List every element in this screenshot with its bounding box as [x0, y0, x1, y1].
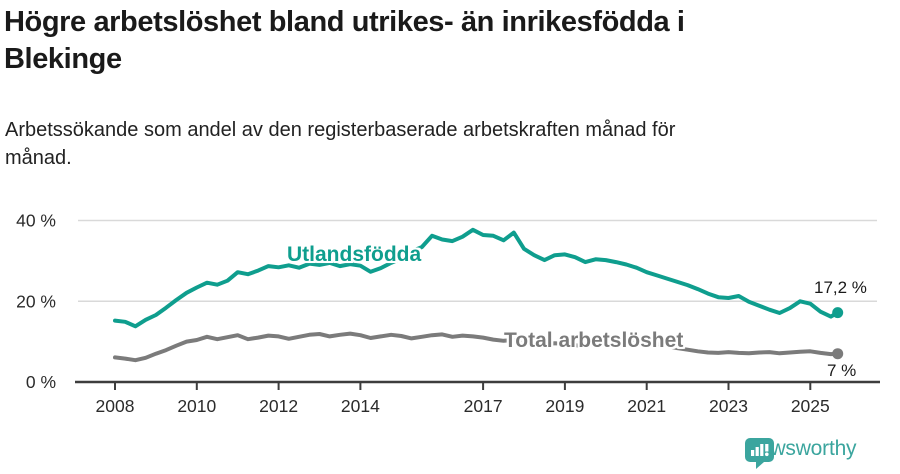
- series-endpoint-utlandsfodda: [832, 307, 844, 319]
- x-tick-label-2008: 2008: [96, 396, 135, 416]
- x-tick-label-2025: 2025: [791, 396, 830, 416]
- bar-2: [755, 447, 759, 456]
- y-tick-label-0: 0 %: [26, 372, 56, 392]
- newsworthy-logo: Newsworthy: [744, 437, 857, 469]
- x-tick-label-2019: 2019: [545, 396, 584, 416]
- pin-shape: [745, 438, 774, 469]
- bar-1: [751, 450, 755, 456]
- subtitle-line-2: månad.: [5, 147, 72, 169]
- series-label-utlandsfodda: Utlandsfödda: [287, 243, 422, 266]
- title-line-1: Högre arbetslöshet bland utrikes- än inr…: [4, 6, 685, 38]
- newsworthy-pin-icon: [745, 438, 774, 469]
- end-value-label-total: 7 %: [827, 361, 857, 380]
- series-endpoint-total: [832, 348, 844, 360]
- x-tick-label-2021: 2021: [627, 396, 666, 416]
- end-value-label-utlandsfodda: 17,2 %: [814, 278, 867, 297]
- y-tick-label-20: 20 %: [16, 291, 56, 311]
- title-line-2: Blekinge: [4, 43, 122, 75]
- subtitle-line-1: Arbetssökande som andel av den registerb…: [5, 119, 676, 141]
- x-tick-label-2014: 2014: [341, 396, 380, 416]
- x-tick-label-2012: 2012: [259, 396, 298, 416]
- chart-subtitle: Arbetssökande som andel av den registerb…: [5, 116, 845, 172]
- x-tick-label-2023: 2023: [709, 396, 748, 416]
- page-title: Högre arbetslöshet bland utrikes- än inr…: [4, 4, 884, 78]
- exclamation-bar: [765, 444, 769, 452]
- y-tick-label-40: 40 %: [16, 211, 56, 231]
- series-line-utlandsfodda: [113, 227, 840, 329]
- series-line-total: [113, 331, 840, 363]
- series-label-total: Total arbetslöshet: [504, 329, 684, 352]
- bar-3: [760, 444, 764, 456]
- x-tick-label-2017: 2017: [464, 396, 503, 416]
- x-tick-label-2010: 2010: [177, 396, 216, 416]
- exclamation-dot: [765, 452, 769, 457]
